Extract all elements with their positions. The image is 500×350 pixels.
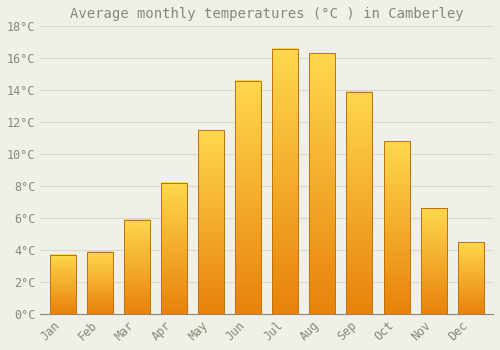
Bar	[420, 209, 446, 314]
Bar	[272, 49, 298, 314]
Bar	[86, 252, 113, 314]
Bar	[346, 92, 372, 314]
Bar	[346, 92, 372, 314]
Bar	[458, 242, 484, 314]
Bar	[161, 183, 187, 314]
Bar	[235, 80, 261, 314]
Bar	[86, 252, 113, 314]
Bar	[384, 141, 409, 314]
Bar	[235, 80, 261, 314]
Bar	[310, 54, 336, 314]
Bar	[124, 219, 150, 314]
Bar	[124, 219, 150, 314]
Bar	[198, 130, 224, 314]
Bar	[420, 209, 446, 314]
Bar	[50, 255, 76, 314]
Bar	[272, 49, 298, 314]
Bar	[50, 255, 76, 314]
Bar	[198, 130, 224, 314]
Bar	[161, 183, 187, 314]
Bar	[384, 141, 409, 314]
Bar	[458, 242, 484, 314]
Title: Average monthly temperatures (°C ) in Camberley: Average monthly temperatures (°C ) in Ca…	[70, 7, 464, 21]
Bar	[310, 54, 336, 314]
